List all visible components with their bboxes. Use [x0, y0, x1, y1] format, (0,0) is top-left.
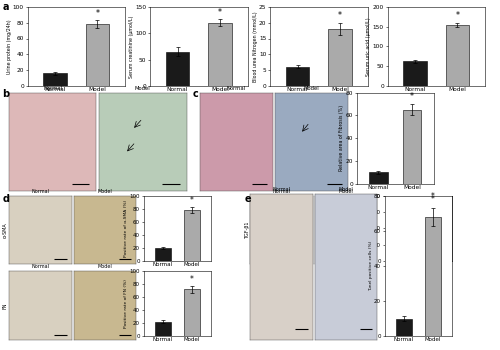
- Bar: [328, 29, 351, 86]
- Bar: [44, 73, 66, 86]
- Text: *: *: [431, 195, 435, 204]
- Text: Normal: Normal: [272, 189, 290, 194]
- Y-axis label: Serum uric acid (μmol/L): Serum uric acid (μmol/L): [366, 17, 372, 76]
- Y-axis label: Serum creatinine (μmol/L): Serum creatinine (μmol/L): [129, 15, 134, 78]
- Bar: [86, 25, 109, 86]
- Text: Normal: Normal: [31, 189, 49, 194]
- Text: a: a: [2, 2, 9, 12]
- Bar: [396, 245, 411, 261]
- Text: Normal: Normal: [272, 188, 290, 193]
- Bar: [154, 248, 170, 261]
- Text: Model: Model: [304, 86, 319, 91]
- Y-axis label: Positive rate of TGF-β1 (%): Positive rate of TGF-β1 (%): [368, 199, 372, 258]
- Text: Model: Model: [135, 86, 150, 91]
- Text: Model: Model: [338, 189, 353, 194]
- Text: Normal: Normal: [31, 265, 49, 270]
- Text: *: *: [456, 12, 460, 20]
- Bar: [446, 25, 469, 86]
- Text: *: *: [410, 92, 414, 102]
- Bar: [166, 51, 189, 86]
- Text: Normal: Normal: [226, 86, 246, 91]
- Bar: [369, 173, 388, 184]
- Bar: [208, 23, 232, 86]
- Y-axis label: Positive rate of FN (%): Positive rate of FN (%): [124, 279, 128, 328]
- Bar: [396, 318, 411, 336]
- Text: *: *: [190, 275, 194, 284]
- Text: c: c: [192, 89, 198, 99]
- Text: d: d: [2, 194, 10, 204]
- Bar: [425, 206, 441, 261]
- Text: *: *: [431, 191, 435, 201]
- Y-axis label: Urine protein (mg/24h): Urine protein (mg/24h): [6, 19, 12, 74]
- Text: FN: FN: [2, 302, 7, 309]
- Text: b: b: [2, 89, 10, 99]
- Y-axis label: Relative area of Fibrosis (%): Relative area of Fibrosis (%): [339, 105, 344, 171]
- Text: Model: Model: [338, 188, 353, 193]
- Text: α-SMA: α-SMA: [2, 222, 7, 238]
- Text: *: *: [338, 12, 342, 20]
- Y-axis label: Blood urea Nitrogen (mmol/L): Blood urea Nitrogen (mmol/L): [252, 11, 258, 82]
- Bar: [286, 67, 309, 86]
- Text: *: *: [96, 9, 100, 18]
- Text: Normal: Normal: [43, 86, 62, 91]
- Text: *: *: [218, 8, 222, 17]
- Bar: [404, 61, 426, 86]
- Y-axis label: Tunel positive cells (%): Tunel positive cells (%): [368, 241, 372, 291]
- Y-axis label: Positive rate of α-SMA (%): Positive rate of α-SMA (%): [124, 200, 128, 257]
- Text: Model: Model: [98, 265, 112, 270]
- Bar: [425, 217, 441, 336]
- Text: Model: Model: [98, 189, 112, 194]
- Text: TGF-β1: TGF-β1: [245, 222, 250, 239]
- Text: e: e: [245, 194, 252, 204]
- Bar: [154, 322, 170, 336]
- Bar: [184, 289, 200, 336]
- Bar: [184, 210, 200, 261]
- Bar: [403, 110, 421, 184]
- Text: *: *: [190, 196, 194, 205]
